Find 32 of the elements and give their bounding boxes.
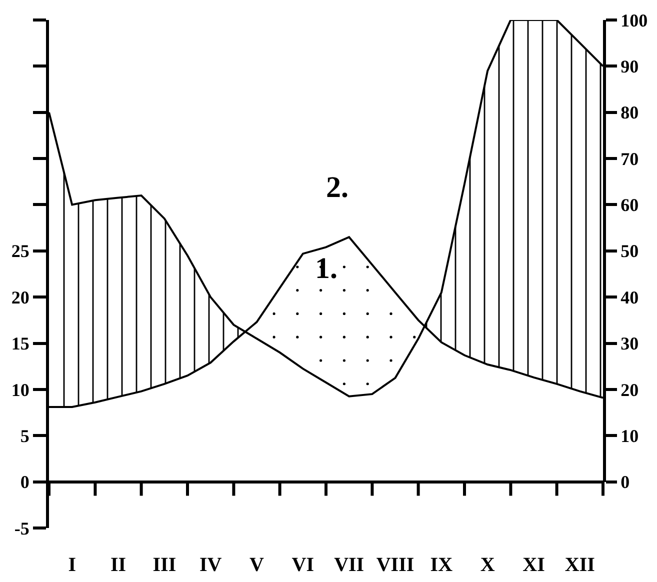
- annotation: 2.: [326, 171, 348, 204]
- y-tick-label: 0: [20, 472, 30, 492]
- x-tick-label: VIII: [376, 554, 414, 576]
- y2-tick-label: 20: [620, 380, 639, 400]
- y2-tick-label: 10: [620, 426, 639, 446]
- y2-tick-label: 90: [620, 56, 639, 76]
- x-tick-label: I: [68, 554, 76, 576]
- x-tick-label: X: [480, 554, 496, 576]
- y2-tick-label: 80: [620, 102, 639, 123]
- y2-tick-label: 0: [620, 472, 630, 492]
- x-tick-label: V: [250, 554, 265, 576]
- y2-tick-label: 100: [620, 10, 648, 30]
- x-tick-label: VII: [334, 554, 364, 576]
- y-tick-label: 25: [11, 241, 30, 262]
- x-tick-label: IX: [430, 554, 454, 576]
- y-tick-label: -5: [14, 518, 30, 538]
- x-tick-label: IV: [199, 554, 222, 576]
- annotation: 1.: [315, 252, 338, 285]
- y2-tick-label: 40: [620, 287, 639, 308]
- x-tick-label: VI: [292, 554, 314, 576]
- y-tick-label: 20: [11, 287, 30, 308]
- y-tick-label: 10: [11, 380, 30, 400]
- x-tick-label: XII: [564, 554, 596, 576]
- y2-tick-label: 50: [620, 241, 639, 262]
- x-tick-label: XI: [522, 554, 546, 576]
- x-tick-label: II: [110, 554, 126, 576]
- y-tick-label: 5: [20, 426, 30, 446]
- y2-tick-label: 70: [620, 148, 639, 169]
- y2-tick-label: 30: [620, 334, 639, 354]
- x-tick-label: III: [152, 554, 176, 576]
- y2-tick-label: 60: [620, 195, 639, 216]
- y-tick-label: 15: [11, 334, 30, 354]
